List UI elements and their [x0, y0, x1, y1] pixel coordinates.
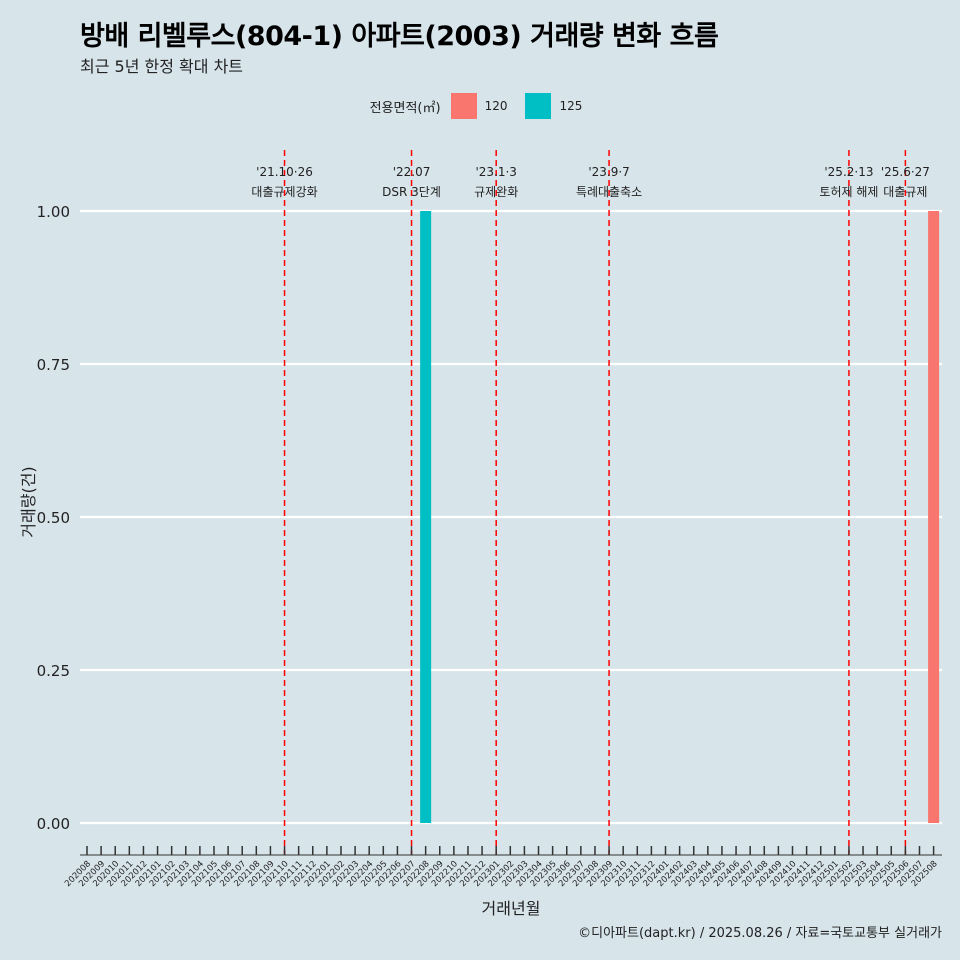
y-tick-label: 0.25 [37, 662, 70, 680]
y-tick-label: 0.50 [37, 509, 70, 527]
event-date-label: '21.10·26 [256, 165, 313, 179]
y-tick-label: 1.00 [37, 203, 70, 221]
event-name-label: 대출규제강화 [251, 185, 317, 199]
source-caption: ©디아파트(dapt.kr) / 2025.08.26 / 자료=국토교통부 실… [578, 926, 942, 941]
event-date-label: '23.9·7 [588, 165, 629, 179]
chart-title: 방배 리벨루스(804-1) 아파트(2003) 거래량 변화 흐름 [80, 21, 719, 52]
bar-series-125 [420, 211, 432, 823]
legend-title: 전용면적(㎡) [369, 100, 441, 116]
event-name-label: 규제완화 [474, 185, 518, 199]
event-name-label: 토허제 해제 [819, 185, 878, 199]
legend: 전용면적(㎡) 120 125 [0, 93, 960, 119]
legend-key-125 [525, 93, 552, 119]
y-tick-label: 0.75 [37, 356, 70, 374]
event-date-label: '22.07 [393, 165, 431, 179]
event-name-label: 특례대출축소 [576, 185, 642, 199]
legend-label-125: 125 [559, 99, 583, 113]
event-date-label: '25.2·13 [824, 165, 873, 179]
x-axis-title: 거래년월 [482, 899, 541, 918]
legend-label-120: 120 [484, 99, 508, 113]
event-date-label: '25.6·27 [881, 165, 930, 179]
y-tick-label: 0.00 [37, 815, 70, 833]
chart-subtitle: 최근 5년 한정 확대 차트 [80, 57, 244, 76]
y-axis-title: 거래량(건) [19, 466, 38, 537]
event-name-label: DSR 3단계 [382, 185, 441, 199]
bar-series-120 [928, 211, 940, 823]
event-name-label: 대출규제 [883, 185, 927, 199]
legend-key-120 [450, 93, 477, 119]
event-date-label: '23.1·3 [475, 165, 516, 179]
